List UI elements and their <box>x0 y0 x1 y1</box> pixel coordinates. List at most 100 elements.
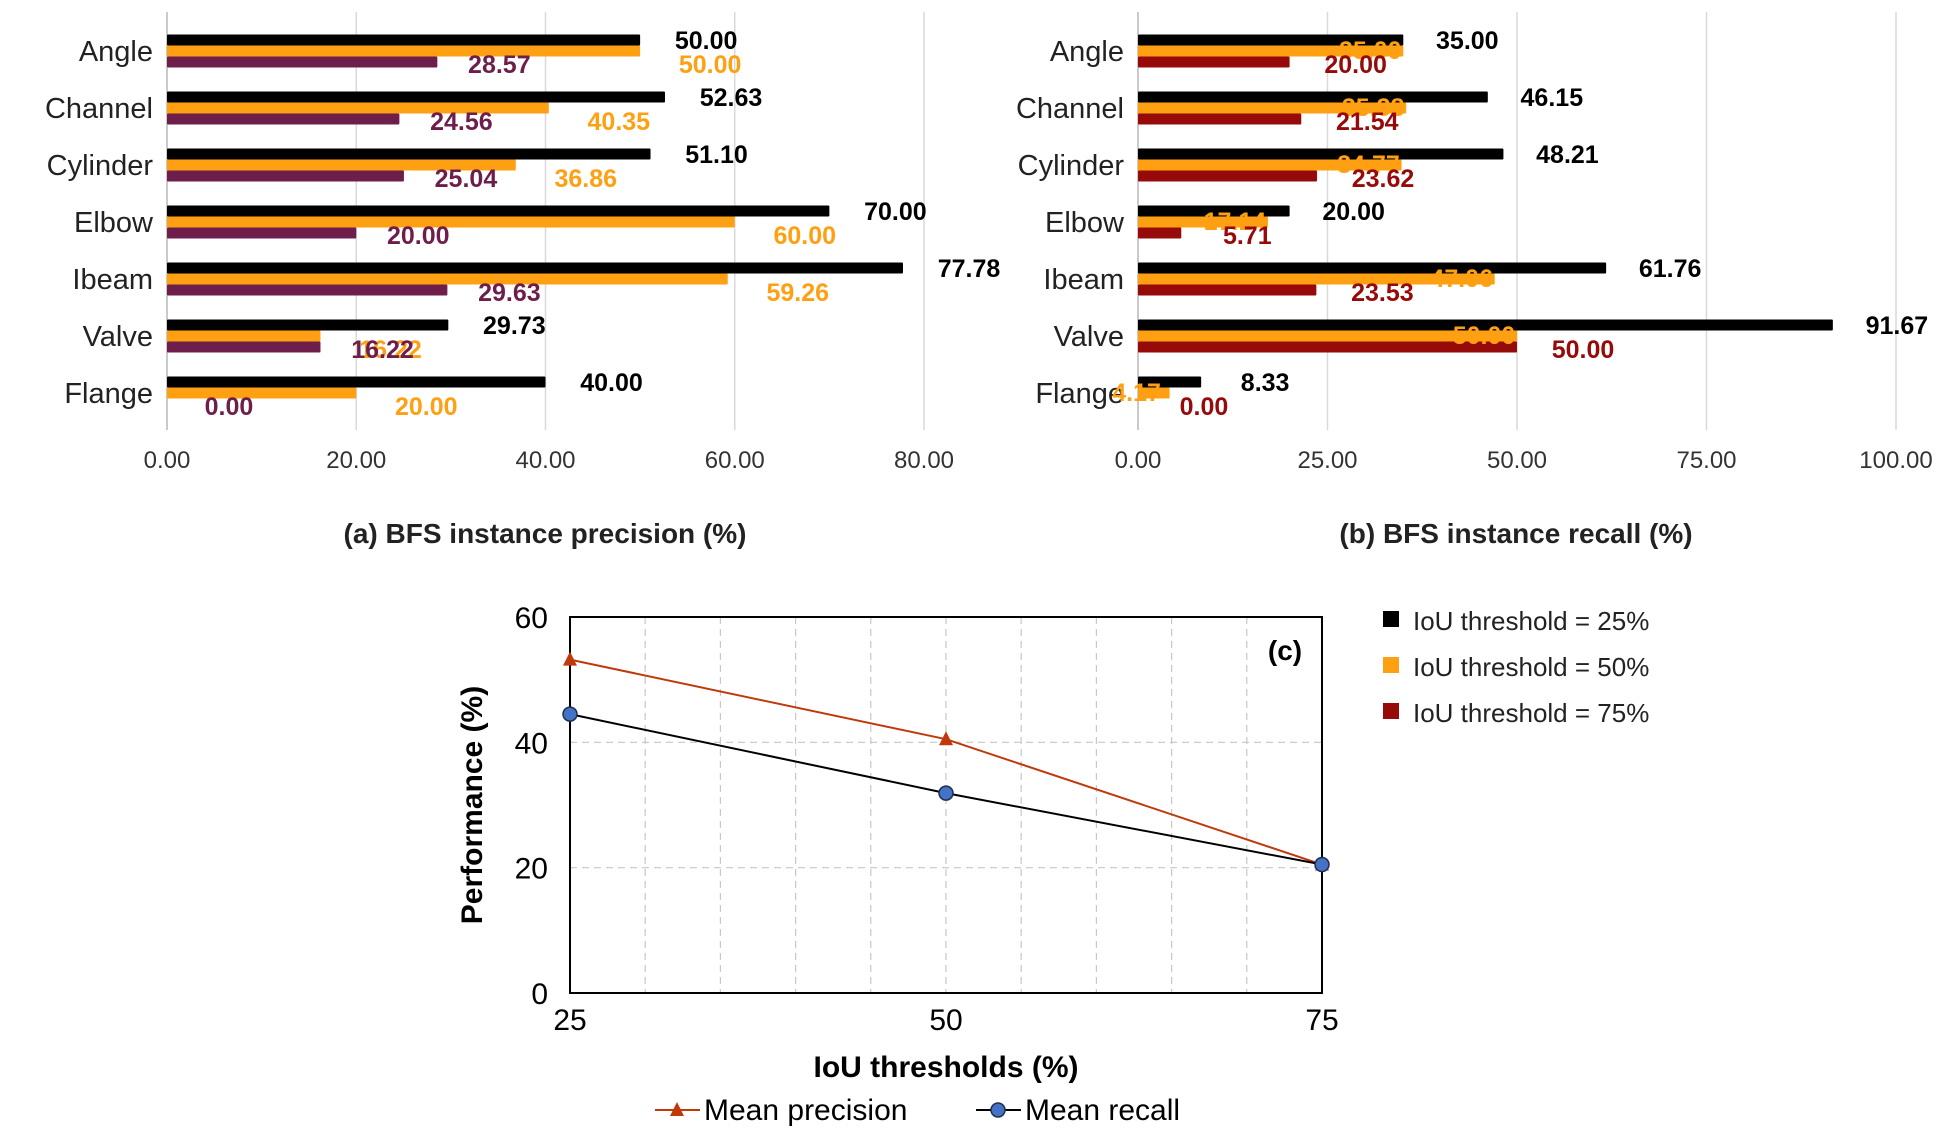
bar <box>167 102 549 114</box>
data-label: 34.77 <box>1337 151 1400 179</box>
data-label: 48.21 <box>1536 141 1599 169</box>
bar <box>167 319 449 331</box>
data-label: 25.04 <box>435 165 498 193</box>
bar <box>167 56 438 68</box>
bar <box>167 205 830 217</box>
data-label: 4.17 <box>1112 379 1161 407</box>
data-label: 50.00 <box>1453 322 1516 350</box>
data-label: 35.38 <box>1342 94 1405 122</box>
legend-label-iou50: IoU threshold = 50% <box>1413 652 1649 682</box>
bar-legend: IoU threshold = 25% IoU threshold = 50% … <box>1383 606 1649 728</box>
data-label: 17.14 <box>1204 208 1267 236</box>
bar <box>167 227 357 239</box>
data-label: 52.63 <box>700 84 763 112</box>
data-label: 23.53 <box>1351 279 1414 307</box>
y-axis-title: Performance (%) <box>456 686 489 924</box>
data-label: 24.56 <box>430 108 493 136</box>
data-point-triangle <box>563 651 577 666</box>
recall-x-tick-labels: 0.00 25.00 50.00 75.00 100.00 <box>1115 447 1933 474</box>
data-label: 23.62 <box>1352 165 1415 193</box>
data-point-circle <box>562 706 578 722</box>
data-label: 20.00 <box>1324 51 1387 79</box>
bar <box>1138 113 1302 125</box>
x-axis-title: IoU thresholds (%) <box>813 1051 1078 1084</box>
y-tick-label: 60 <box>515 602 548 635</box>
data-label: 29.63 <box>478 279 541 307</box>
category-label: Valve <box>83 321 153 353</box>
data-label: 20.00 <box>1322 198 1385 226</box>
bar <box>1138 387 1170 399</box>
bar <box>1138 56 1290 68</box>
bar <box>1138 91 1488 103</box>
bar <box>167 45 641 57</box>
data-label: 50.00 <box>675 27 738 55</box>
x-tick-label: 0.00 <box>1115 447 1162 474</box>
data-label: 51.10 <box>685 141 748 169</box>
legend-marker-triangle <box>670 1102 684 1116</box>
x-tick-label: 75 <box>1305 1004 1338 1037</box>
legend-swatch-iou75 <box>1383 703 1399 719</box>
mean-performance-line-chart: 0 20 40 60 25 50 75 (c) IoU thresholds (%) Per… <box>456 602 1339 1127</box>
data-label: 46.15 <box>1521 84 1584 112</box>
bar <box>167 330 321 342</box>
data-point-triangle <box>939 731 953 746</box>
bar <box>167 341 321 353</box>
data-label: 28.57 <box>468 51 531 79</box>
recall-category-labels: Angle Channel Cylinder Elbow Ibeam Valve Flang… <box>1016 36 1125 410</box>
data-label: 59.26 <box>766 279 829 307</box>
bar <box>1138 376 1202 388</box>
legend-label-mean-recall: Mean recall <box>1025 1094 1180 1127</box>
data-label: 20.00 <box>395 393 458 421</box>
bar <box>167 273 728 285</box>
bar <box>1138 330 1517 342</box>
y-tick-label: 20 <box>515 853 548 886</box>
category-label: Valve <box>1054 321 1124 353</box>
bar <box>1138 216 1268 228</box>
data-label: 40.35 <box>588 108 651 136</box>
bar <box>1138 148 1504 160</box>
y-tick-label: 0 <box>531 978 548 1011</box>
bar <box>1138 319 1833 331</box>
bar <box>167 34 641 46</box>
category-label: Flange <box>64 378 153 410</box>
x-tick-label: 20.00 <box>326 447 386 474</box>
x-tick-label: 100.00 <box>1859 447 1932 474</box>
panel-c-tag: (c) <box>1268 635 1302 666</box>
x-tick-label: 50.00 <box>1487 447 1547 474</box>
precision-bar-chart: Angle Channel Cylinder Elbow Ibeam Valve Flang… <box>45 12 1000 549</box>
data-label: 35.00 <box>1339 37 1402 65</box>
bar <box>1138 45 1404 57</box>
x-tick-label: 60.00 <box>705 447 765 474</box>
precision-caption: (a) BFS instance precision (%) <box>344 518 747 549</box>
bar <box>167 91 666 103</box>
bar <box>1138 273 1495 285</box>
bar <box>1138 102 1407 114</box>
bar <box>167 284 448 296</box>
bar <box>1138 170 1318 182</box>
bar <box>1138 205 1290 217</box>
precision-x-tick-labels: 0.00 20.00 40.00 60.00 80.00 <box>144 447 954 474</box>
x-tick-label: 25.00 <box>1297 447 1357 474</box>
data-point-circle <box>1314 856 1330 873</box>
legend-label-mean-precision: Mean precision <box>704 1094 907 1127</box>
data-label: 47.06 <box>1430 265 1493 293</box>
legend-swatch-iou25 <box>1383 611 1399 627</box>
bar <box>1138 227 1182 239</box>
legend-swatch-iou50 <box>1383 657 1399 673</box>
plot-area-frame <box>569 616 1323 994</box>
category-label: Channel <box>45 93 153 125</box>
x-tick-label: 40.00 <box>515 447 575 474</box>
legend-label-iou75: IoU threshold = 75% <box>1413 698 1649 728</box>
line-chart-legend: Mean precision Mean recall <box>655 1094 1180 1127</box>
data-label: 29.73 <box>483 312 546 340</box>
category-label: Channel <box>1016 93 1124 125</box>
data-label: 21.54 <box>1336 108 1399 136</box>
category-label: Ibeam <box>72 264 153 296</box>
recall-bar-chart: Angle Channel Cylinder Elbow Ibeam Valve Flang… <box>1016 12 1933 549</box>
data-label: 91.67 <box>1866 312 1929 340</box>
data-label: 35.00 <box>1436 27 1499 55</box>
data-label: 50.00 <box>679 51 742 79</box>
recall-bars <box>1138 34 1833 399</box>
data-label: 50.00 <box>1552 336 1615 364</box>
category-label: Elbow <box>74 207 154 239</box>
